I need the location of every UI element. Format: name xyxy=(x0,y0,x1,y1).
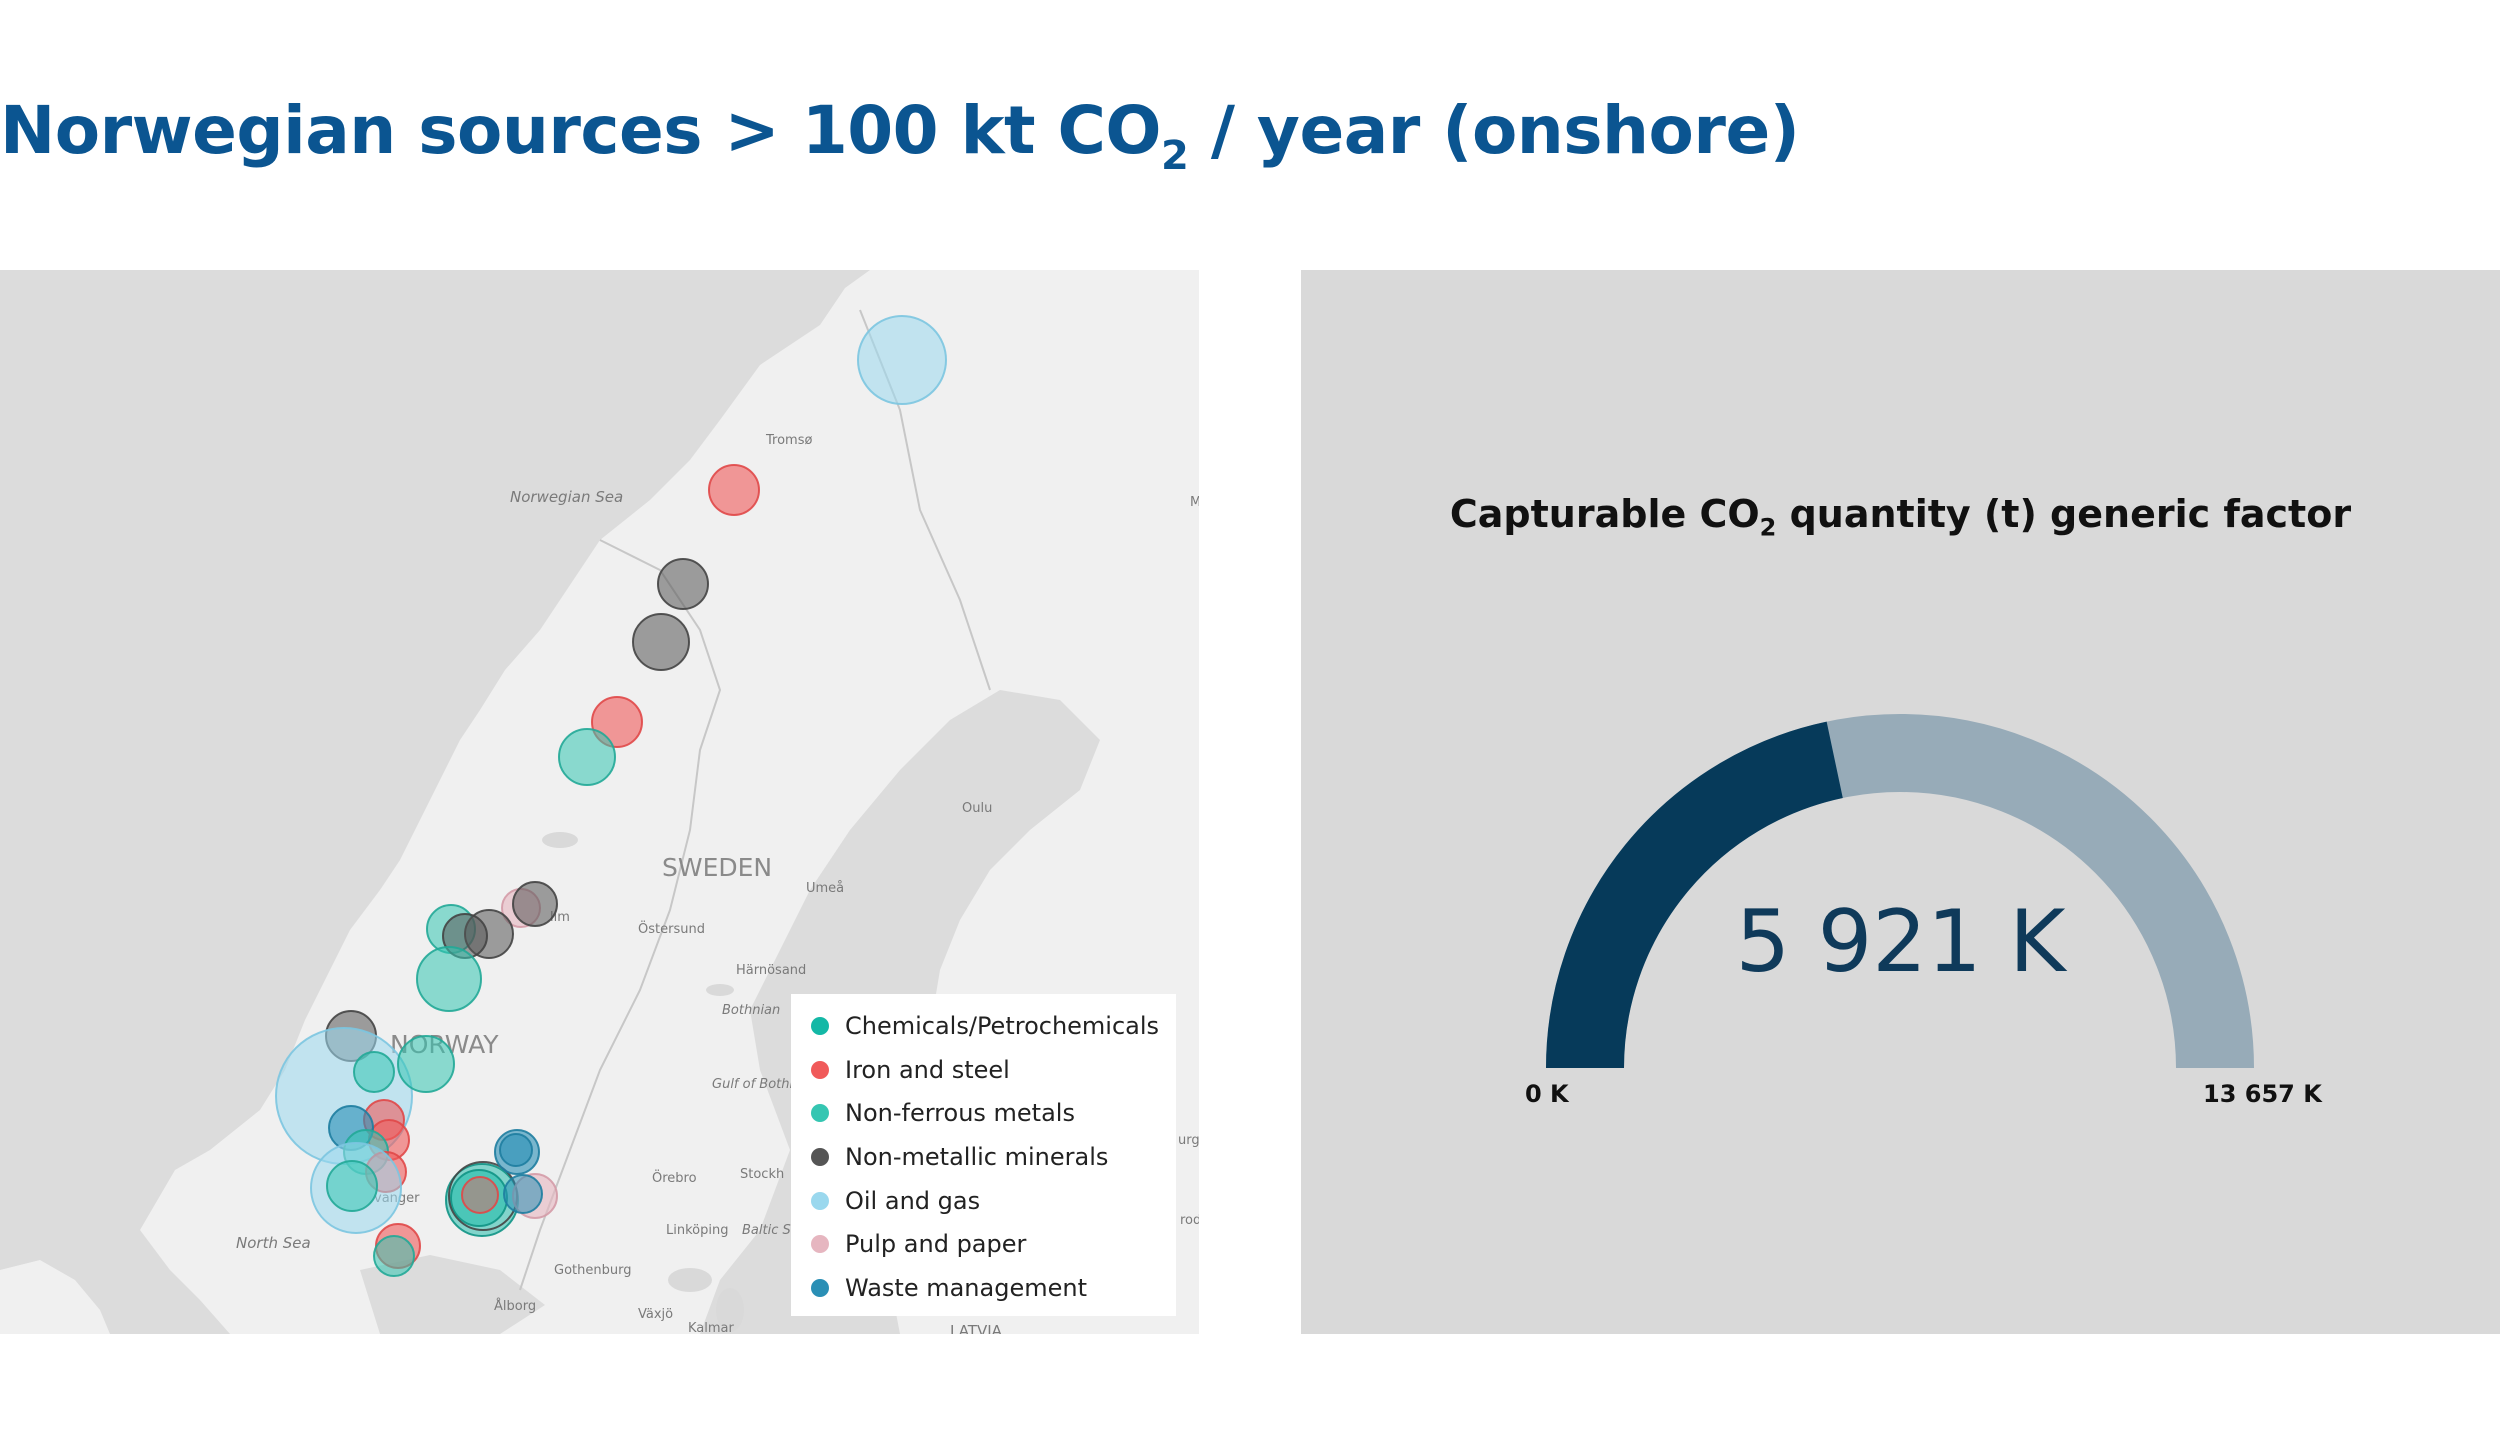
legend-label: Iron and steel xyxy=(845,1055,1010,1084)
source-bubble-non-ferrous[interactable] xyxy=(397,1035,455,1093)
place-label: Ålborg xyxy=(494,1298,536,1314)
map-visual[interactable]: Norwegian Sea Tromsø SWEDEN NORWAY Oulu … xyxy=(0,270,1199,1334)
legend-label: Chemicals/Petrochemicals xyxy=(845,1011,1160,1040)
place-label: Linköping xyxy=(666,1223,728,1238)
legend-dot xyxy=(811,1147,829,1166)
title-main: Norwegian sources > 100 kt CO xyxy=(0,92,1162,169)
title-subscript: 2 xyxy=(1161,133,1189,179)
gauge-fill xyxy=(1546,721,1844,1069)
legend-item-pulp-paper[interactable]: Pulp and paper xyxy=(811,1222,1176,1266)
legend-item-chemicals[interactable]: Chemicals/Petrochemicals xyxy=(811,1004,1176,1048)
source-bubble-non-metallic[interactable] xyxy=(632,613,690,671)
source-bubble-iron-steel[interactable] xyxy=(461,1176,499,1214)
map-legend: Chemicals/Petrochemicals Iron and steel … xyxy=(791,994,1176,1316)
source-bubble-non-ferrous[interactable] xyxy=(373,1235,415,1277)
place-label: rod xyxy=(1180,1213,1199,1228)
gauge-title-main: Capturable CO xyxy=(1449,492,1760,536)
source-bubble-non-ferrous[interactable] xyxy=(558,728,616,786)
gauge-min-label: 0 K xyxy=(1525,1080,1569,1108)
legend-label: Non-ferrous metals xyxy=(845,1099,1075,1128)
place-label: Gothenburg xyxy=(554,1263,631,1278)
legend-item-oil-gas[interactable]: Oil and gas xyxy=(811,1179,1176,1223)
place-label: Norwegian Sea xyxy=(510,488,623,506)
lake xyxy=(706,984,734,996)
legend-dot xyxy=(811,1104,829,1123)
source-bubble-non-ferrous[interactable] xyxy=(353,1051,395,1093)
source-bubble-iron-steel[interactable] xyxy=(708,464,760,516)
place-label: Gulf of Bothn xyxy=(712,1077,798,1092)
skagerrak-sea xyxy=(360,1255,545,1334)
great-britain xyxy=(0,1260,110,1334)
place-label: Östersund xyxy=(638,920,705,937)
country-label: SWEDEN xyxy=(662,853,772,882)
place-label: M xyxy=(1190,495,1199,510)
source-bubble-oil-gas[interactable] xyxy=(857,315,947,405)
country-border xyxy=(519,539,722,1291)
legend-label: Waste management xyxy=(845,1273,1087,1302)
source-bubble-non-metallic[interactable] xyxy=(512,881,558,927)
sea-area xyxy=(0,270,870,1334)
source-bubble-non-ferrous[interactable] xyxy=(416,946,482,1012)
source-bubble-waste[interactable] xyxy=(499,1133,533,1167)
legend-dot xyxy=(811,1278,829,1297)
place-label: North Sea xyxy=(236,1234,311,1252)
lake xyxy=(716,1288,744,1332)
legend-label: Pulp and paper xyxy=(845,1230,1027,1259)
gauge-title-subscript: 2 xyxy=(1759,513,1777,542)
lake xyxy=(542,832,578,848)
legend-item-iron-steel[interactable]: Iron and steel xyxy=(811,1048,1176,1092)
source-bubble-non-metallic[interactable] xyxy=(657,558,709,610)
source-bubble-waste[interactable] xyxy=(503,1174,543,1214)
place-label: Umeå xyxy=(806,881,844,896)
gauge-chart xyxy=(1546,714,2254,1069)
gauge-value: 5 921 K xyxy=(1735,892,2066,992)
legend-dot xyxy=(811,1235,829,1254)
gauge-visual[interactable]: Capturable CO2 quantity (t) generic fact… xyxy=(1301,270,2500,1334)
gauge-max-label: 13 657 K xyxy=(2203,1080,2322,1108)
place-label: Stockh xyxy=(740,1167,784,1182)
place-label: Örebro xyxy=(652,1169,697,1186)
place-label: Baltic S xyxy=(742,1223,791,1238)
place-label: Tromsø xyxy=(765,433,812,448)
place-label: Härnösand xyxy=(736,963,806,978)
title-end: / year (onshore) xyxy=(1188,92,1800,169)
place-label: Kalmar xyxy=(688,1321,735,1334)
place-label: urg xyxy=(1178,1133,1199,1148)
legend-item-non-metallic[interactable]: Non-metallic minerals xyxy=(811,1135,1176,1179)
legend-label: Oil and gas xyxy=(845,1186,981,1215)
legend-dot xyxy=(811,1060,829,1079)
gauge-title-end: quantity (t) generic factor xyxy=(1776,492,2352,536)
legend-item-non-ferrous[interactable]: Non-ferrous metals xyxy=(811,1091,1176,1135)
legend-label: Non-metallic minerals xyxy=(845,1142,1109,1171)
place-label: Oulu xyxy=(962,801,992,816)
legend-item-waste[interactable]: Waste management xyxy=(811,1266,1176,1310)
legend-dot xyxy=(811,1191,829,1210)
page-title: Norwegian sources > 100 kt CO2 / year (o… xyxy=(0,92,1800,179)
legend-dot xyxy=(811,1016,829,1035)
gauge-title: Capturable CO2 quantity (t) generic fact… xyxy=(1301,492,2500,542)
lake xyxy=(668,1268,712,1292)
place-label: Bothnian xyxy=(722,1003,780,1018)
place-label: Växjö xyxy=(638,1307,673,1322)
country-label: LATVIA xyxy=(950,1322,1003,1334)
source-bubble-non-ferrous[interactable] xyxy=(326,1160,378,1212)
